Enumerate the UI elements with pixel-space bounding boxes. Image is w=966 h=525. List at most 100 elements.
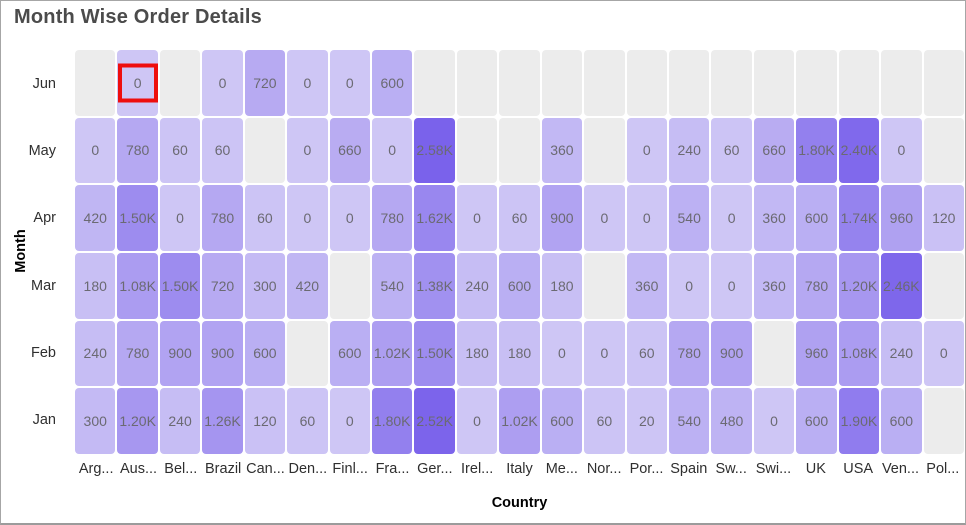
heatmap-cell[interactable]: 1.38K bbox=[414, 252, 455, 319]
heatmap-cell[interactable]: 0 bbox=[371, 117, 413, 184]
heatmap-cell[interactable]: 0 bbox=[881, 117, 922, 184]
heatmap-cell[interactable]: 0 bbox=[626, 117, 667, 184]
heatmap-cell[interactable] bbox=[923, 252, 964, 319]
heatmap-cell[interactable]: 1.08K bbox=[838, 320, 880, 387]
heatmap-cell[interactable]: 0 bbox=[541, 320, 583, 387]
heatmap-cell[interactable]: 0 bbox=[329, 388, 370, 454]
heatmap-cell[interactable]: 60 bbox=[499, 185, 540, 251]
heatmap-cell[interactable]: 0 bbox=[329, 185, 370, 251]
heatmap-cell[interactable] bbox=[456, 117, 498, 184]
heatmap-cell[interactable]: 540 bbox=[371, 252, 413, 319]
heatmap-cell[interactable]: 360 bbox=[753, 252, 795, 319]
heatmap-cell[interactable] bbox=[414, 50, 455, 116]
heatmap-cell[interactable]: 780 bbox=[202, 185, 243, 251]
heatmap-cell[interactable]: 600 bbox=[796, 388, 837, 454]
heatmap-cell[interactable]: 0 bbox=[287, 185, 328, 251]
heatmap-cell[interactable]: 240 bbox=[159, 388, 201, 454]
heatmap-cell[interactable]: 0 bbox=[456, 388, 498, 454]
heatmap-cell[interactable]: 180 bbox=[75, 252, 116, 319]
heatmap-cell[interactable] bbox=[711, 50, 752, 116]
heatmap-cell[interactable] bbox=[923, 50, 964, 116]
heatmap-cell[interactable]: 180 bbox=[499, 320, 540, 387]
heatmap-cell[interactable]: 360 bbox=[541, 117, 583, 184]
heatmap-cell[interactable]: 1.08K bbox=[117, 252, 158, 319]
heatmap-cell[interactable]: 60 bbox=[159, 117, 201, 184]
heatmap-cell[interactable]: 720 bbox=[244, 50, 286, 116]
heatmap-cell[interactable]: 780 bbox=[796, 252, 837, 319]
heatmap-cell[interactable] bbox=[753, 320, 795, 387]
heatmap-cell[interactable]: 60 bbox=[711, 117, 752, 184]
heatmap-cell[interactable]: 240 bbox=[75, 320, 116, 387]
heatmap-cell[interactable]: 60 bbox=[584, 388, 625, 454]
heatmap-cell[interactable]: 600 bbox=[796, 185, 837, 251]
heatmap-cell[interactable] bbox=[584, 252, 625, 319]
heatmap-cell[interactable]: 180 bbox=[541, 252, 583, 319]
heatmap-cell[interactable]: 2.58K bbox=[414, 117, 455, 184]
heatmap-cell[interactable]: 120 bbox=[244, 388, 286, 454]
heatmap-cell[interactable] bbox=[329, 252, 370, 319]
heatmap-cell[interactable]: 360 bbox=[753, 185, 795, 251]
heatmap-cell[interactable]: 0 bbox=[753, 388, 795, 454]
heatmap-cell[interactable]: 0 bbox=[923, 320, 964, 387]
heatmap-cell[interactable] bbox=[499, 50, 540, 116]
heatmap-cell[interactable]: 0 bbox=[75, 117, 116, 184]
heatmap-cell[interactable]: 60 bbox=[244, 185, 286, 251]
heatmap-cell[interactable] bbox=[456, 50, 498, 116]
heatmap-cell[interactable]: 600 bbox=[244, 320, 286, 387]
heatmap-cell[interactable] bbox=[923, 388, 964, 454]
heatmap-cell[interactable]: 180 bbox=[456, 320, 498, 387]
heatmap-cell[interactable]: 540 bbox=[668, 185, 710, 251]
heatmap-cell[interactable] bbox=[838, 50, 880, 116]
heatmap-cell[interactable]: 900 bbox=[711, 320, 752, 387]
heatmap-cell[interactable]: 0 bbox=[711, 185, 752, 251]
heatmap-cell[interactable]: 1.80K bbox=[371, 388, 413, 454]
heatmap-cell[interactable]: 0 bbox=[159, 185, 201, 251]
heatmap-cell[interactable]: 1.50K bbox=[159, 252, 201, 319]
heatmap-cell[interactable]: 0 bbox=[584, 185, 625, 251]
heatmap-cell[interactable]: 0 bbox=[711, 252, 752, 319]
heatmap-cell[interactable]: 720 bbox=[202, 252, 243, 319]
heatmap-cell[interactable]: 0 bbox=[202, 50, 243, 116]
heatmap-cell[interactable]: 780 bbox=[117, 117, 158, 184]
heatmap-cell[interactable]: 360 bbox=[626, 252, 667, 319]
heatmap-cell[interactable] bbox=[541, 50, 583, 116]
heatmap-cell[interactable]: 600 bbox=[371, 50, 413, 116]
heatmap-cell[interactable]: 1.20K bbox=[838, 252, 880, 319]
heatmap-cell[interactable] bbox=[796, 50, 837, 116]
heatmap-cell[interactable]: 900 bbox=[159, 320, 201, 387]
heatmap-cell[interactable]: 1.02K bbox=[371, 320, 413, 387]
heatmap-cell[interactable] bbox=[753, 50, 795, 116]
heatmap-cell[interactable]: 2.52K bbox=[414, 388, 455, 454]
heatmap-cell[interactable] bbox=[159, 50, 201, 116]
heatmap-cell[interactable]: 120 bbox=[923, 185, 964, 251]
heatmap-cell[interactable]: 1.50K bbox=[414, 320, 455, 387]
heatmap-cell[interactable]: 300 bbox=[75, 388, 116, 454]
heatmap-cell[interactable]: 600 bbox=[881, 388, 922, 454]
heatmap-cell[interactable]: 0 bbox=[668, 252, 710, 319]
heatmap-cell[interactable]: 1.80K bbox=[796, 117, 837, 184]
heatmap-cell[interactable]: 780 bbox=[117, 320, 158, 387]
heatmap-cell[interactable]: 780 bbox=[668, 320, 710, 387]
heatmap-cell[interactable]: 540 bbox=[668, 388, 710, 454]
heatmap-cell[interactable] bbox=[626, 50, 667, 116]
heatmap-cell[interactable] bbox=[244, 117, 286, 184]
heatmap-cell[interactable]: 480 bbox=[711, 388, 752, 454]
heatmap-cell[interactable]: 1.20K bbox=[117, 388, 158, 454]
heatmap-cell[interactable]: 240 bbox=[668, 117, 710, 184]
heatmap-cell[interactable]: 0 bbox=[626, 185, 667, 251]
heatmap-cell[interactable]: 1.26K bbox=[202, 388, 243, 454]
heatmap-cell[interactable]: 1.02K bbox=[499, 388, 540, 454]
heatmap-cell[interactable]: 1.74K bbox=[838, 185, 880, 251]
heatmap-cell[interactable]: 60 bbox=[626, 320, 667, 387]
heatmap-cell[interactable]: 1.50K bbox=[117, 185, 158, 251]
heatmap-cell[interactable] bbox=[287, 320, 328, 387]
heatmap-cell[interactable] bbox=[584, 50, 625, 116]
heatmap-cell[interactable] bbox=[923, 117, 964, 184]
heatmap-cell[interactable]: 0 bbox=[456, 185, 498, 251]
heatmap-cell[interactable]: 420 bbox=[75, 185, 116, 251]
heatmap-cell[interactable]: 300 bbox=[244, 252, 286, 319]
heatmap-cell[interactable]: 2.46K bbox=[881, 252, 922, 319]
heatmap-cell[interactable]: 1.62K bbox=[414, 185, 455, 251]
heatmap-cell[interactable] bbox=[668, 50, 710, 116]
heatmap-cell[interactable]: 2.40K bbox=[838, 117, 880, 184]
